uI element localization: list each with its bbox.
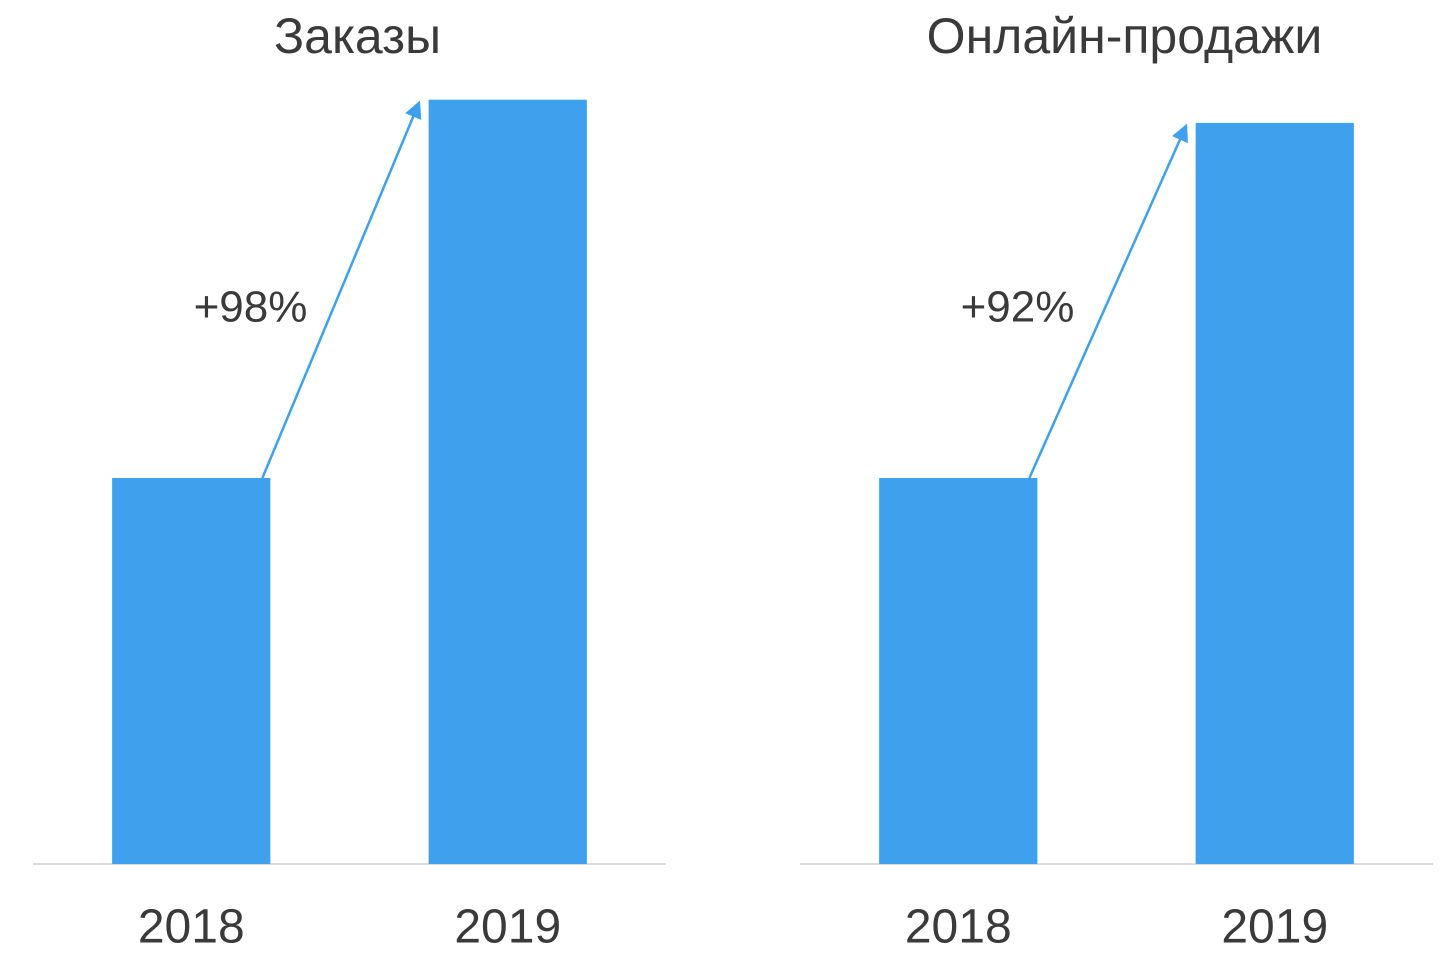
x-tick-label: 2019 — [454, 901, 561, 953]
bar — [879, 478, 1038, 864]
chart-title: Заказы — [274, 8, 441, 64]
growth-arrow — [1028, 123, 1188, 479]
bar — [428, 99, 587, 865]
x-tick-label: 2018 — [138, 901, 245, 953]
growth-arrow — [261, 100, 422, 479]
bar — [112, 478, 271, 864]
chart-title: Онлайн-продажи — [927, 8, 1323, 64]
bar — [1195, 122, 1354, 864]
x-tick-label: 2018 — [905, 901, 1012, 953]
growth-annotation: +98% — [194, 283, 308, 332]
growth-annotation: +92% — [961, 283, 1075, 332]
x-tick-label: 2019 — [1221, 901, 1328, 953]
